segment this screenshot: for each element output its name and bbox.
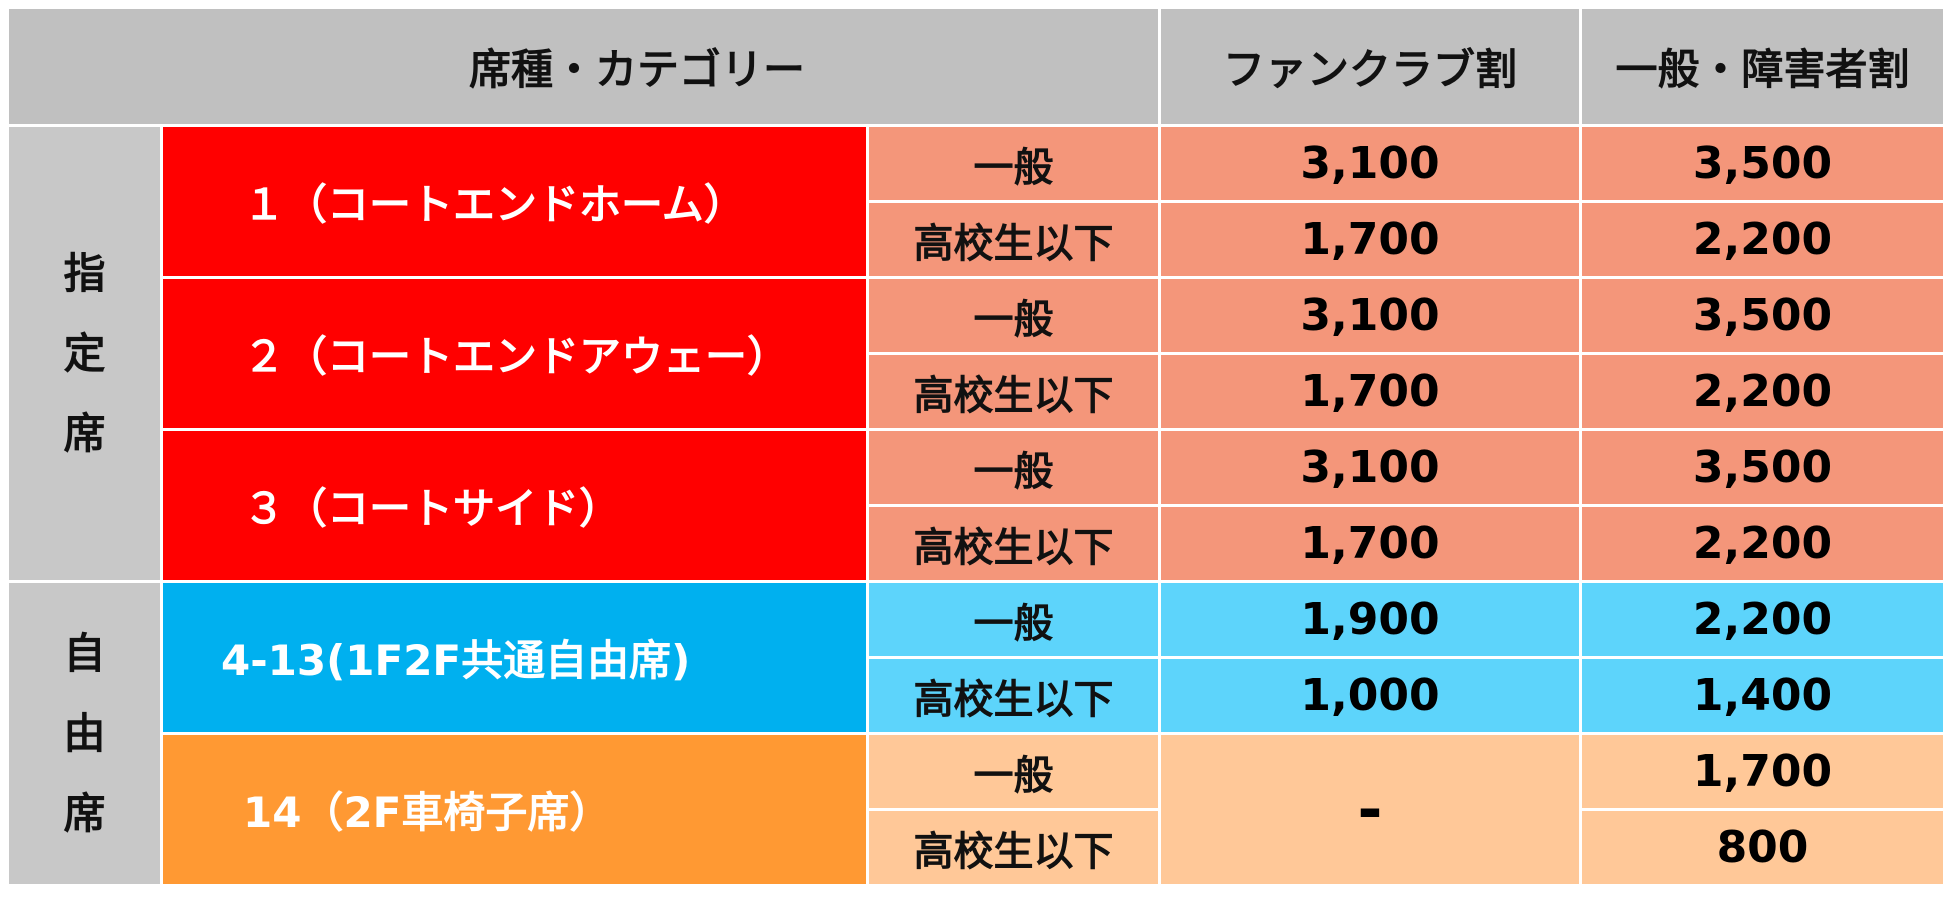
table-row: 高校生以下 1,000 1,400	[8, 656, 1946, 735]
table-row: ３（コートサイド） 一般 3,100 3,500	[8, 428, 1946, 583]
subcategory-label: 高校生以下	[866, 200, 1161, 279]
table-row: 高校生以下 1,700 2,200	[8, 200, 1946, 279]
category-court-end-away: ２（コートエンドアウェー）	[160, 276, 869, 431]
group-char: 由	[63, 708, 106, 758]
general-price: 2,200	[1579, 200, 1946, 279]
general-price: 800	[1579, 808, 1946, 887]
fanclub-price: 3,100	[1158, 124, 1582, 203]
fanclub-price: 1,700	[1158, 352, 1582, 431]
subcategory-label: 一般	[866, 124, 1161, 203]
general-price: 1,400	[1579, 656, 1946, 735]
subcategory-label: 高校生以下	[866, 656, 1161, 735]
general-price: 2,200	[1579, 504, 1946, 583]
subcategory-label: 高校生以下	[866, 808, 1161, 887]
table-row: 高校生以下 1,700 2,200	[8, 352, 1946, 431]
fanclub-price: 1,000	[1158, 656, 1582, 735]
group-free-seats: 自 由 席	[6, 580, 163, 887]
table-row: ２（コートエンドアウェー） 一般 3,100 3,500	[8, 276, 1946, 431]
general-price: 3,500	[1579, 428, 1946, 507]
subcategory-label: 一般	[866, 276, 1161, 355]
fanclub-price: 1,700	[1158, 200, 1582, 279]
category-court-end-home: １（コートエンドホーム）	[160, 124, 869, 279]
header-row: 席種・カテゴリー ファンクラブ割 一般・障害者割	[6, 6, 1946, 127]
subcategory-label: 一般	[866, 732, 1161, 811]
subcategory-label: 一般	[866, 580, 1161, 659]
category-shared-free-seats: 4-13(1F2F共通自由席)	[160, 580, 869, 735]
table-row: 自 由 席 4-13(1F2F共通自由席) 一般 1,900 2,200	[6, 580, 1946, 887]
table-row: 指 定 席 １（コートエンドホーム） 一般 3,100 3,500	[6, 124, 1946, 583]
general-price: 1,700	[1579, 732, 1946, 811]
price-table-container: 席種・カテゴリー ファンクラブ割 一般・障害者割 指 定 席 １（コートエンドホ…	[6, 6, 1946, 887]
category-court-side: ３（コートサイド）	[160, 428, 869, 583]
fanclub-price: 3,100	[1158, 428, 1582, 507]
table-row: 高校生以下 1,700 2,200	[8, 504, 1946, 583]
fanclub-price-unavailable: -	[1158, 732, 1582, 887]
fanclub-price: 1,900	[1158, 580, 1582, 659]
group-char: 席	[63, 788, 106, 838]
ticket-price-table: 席種・カテゴリー ファンクラブ割 一般・障害者割 指 定 席 １（コートエンドホ…	[6, 6, 1946, 887]
group-char: 席	[63, 408, 106, 458]
group-char: 定	[63, 328, 106, 378]
general-price: 3,500	[1579, 124, 1946, 203]
category-wheelchair-seats: 14（2F車椅子席）	[160, 732, 869, 887]
group-char: 指	[63, 248, 106, 298]
subcategory-label: 高校生以下	[866, 504, 1161, 583]
header-general: 一般・障害者割	[1579, 6, 1946, 127]
fanclub-price: 3,100	[1158, 276, 1582, 355]
group-reserved-seats: 指 定 席	[6, 124, 163, 583]
general-price: 2,200	[1579, 580, 1946, 659]
general-price: 2,200	[1579, 352, 1946, 431]
header-category: 席種・カテゴリー	[6, 6, 1161, 127]
header-fanclub: ファンクラブ割	[1158, 6, 1582, 127]
subcategory-label: 高校生以下	[866, 352, 1161, 431]
fanclub-price: 1,700	[1158, 504, 1582, 583]
table-row: 14（2F車椅子席） 一般 - 1,700	[8, 732, 1946, 887]
general-price: 3,500	[1579, 276, 1946, 355]
group-char: 自	[63, 628, 106, 678]
subcategory-label: 一般	[866, 428, 1161, 507]
table-row: 高校生以下 800	[8, 808, 1946, 887]
